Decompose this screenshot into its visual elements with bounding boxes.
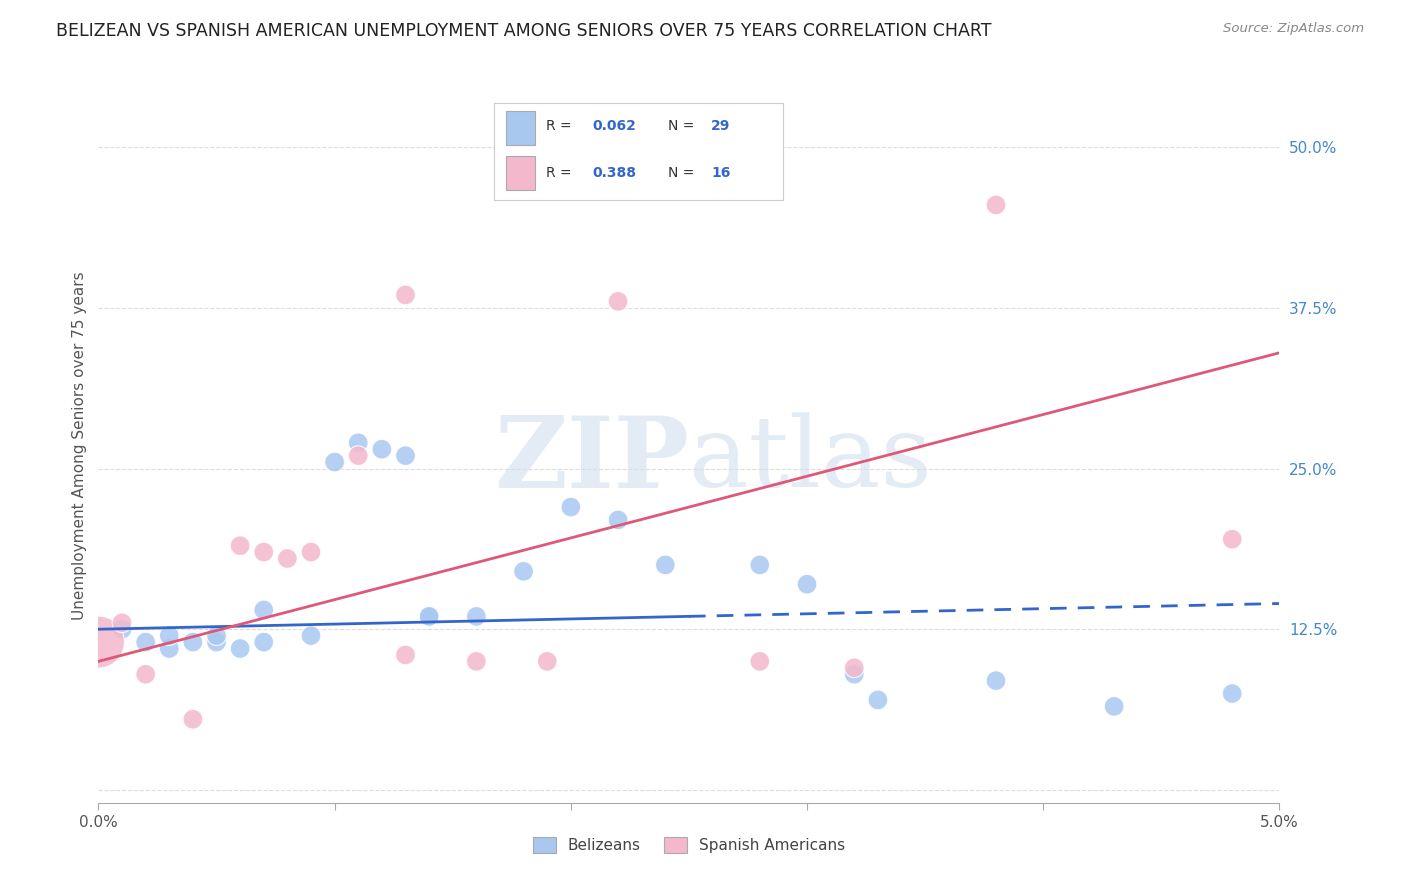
Point — [111, 622, 134, 636]
Point — [512, 565, 534, 579]
Point — [299, 545, 322, 559]
Point — [229, 641, 252, 656]
Point — [748, 654, 770, 668]
Point — [253, 603, 276, 617]
Point — [205, 635, 228, 649]
Text: BELIZEAN VS SPANISH AMERICAN UNEMPLOYMENT AMONG SENIORS OVER 75 YEARS CORRELATIO: BELIZEAN VS SPANISH AMERICAN UNEMPLOYMEN… — [56, 22, 991, 40]
Point — [394, 648, 416, 662]
Point — [347, 435, 370, 450]
Point — [536, 654, 558, 668]
Point — [111, 615, 134, 630]
Point — [157, 641, 180, 656]
Point — [135, 667, 157, 681]
Point — [229, 539, 252, 553]
Point — [796, 577, 818, 591]
Point — [181, 635, 204, 649]
Point — [1220, 686, 1243, 700]
Point — [323, 455, 346, 469]
Point — [607, 513, 630, 527]
Point — [748, 558, 770, 572]
Legend: Belizeans, Spanish Americans: Belizeans, Spanish Americans — [527, 831, 851, 859]
Point — [347, 449, 370, 463]
Point — [844, 667, 866, 681]
Point — [394, 449, 416, 463]
Point — [135, 635, 157, 649]
Point — [181, 712, 204, 726]
Point — [157, 629, 180, 643]
Y-axis label: Unemployment Among Seniors over 75 years: Unemployment Among Seniors over 75 years — [72, 272, 87, 620]
Text: atlas: atlas — [689, 412, 932, 508]
Point — [418, 609, 440, 624]
Text: ZIP: ZIP — [494, 412, 689, 508]
Point — [560, 500, 582, 514]
Point — [1102, 699, 1125, 714]
Point — [418, 609, 440, 624]
Point — [205, 629, 228, 643]
Point — [465, 654, 488, 668]
Point — [253, 545, 276, 559]
Point — [465, 609, 488, 624]
Point — [1220, 533, 1243, 547]
Point — [844, 661, 866, 675]
Point — [394, 288, 416, 302]
Point — [299, 629, 322, 643]
Text: Source: ZipAtlas.com: Source: ZipAtlas.com — [1223, 22, 1364, 36]
Point — [87, 635, 110, 649]
Point — [866, 693, 889, 707]
Point — [984, 673, 1007, 688]
Point — [253, 635, 276, 649]
Point — [607, 294, 630, 309]
Point — [984, 198, 1007, 212]
Point — [654, 558, 676, 572]
Point — [276, 551, 298, 566]
Point — [371, 442, 394, 457]
